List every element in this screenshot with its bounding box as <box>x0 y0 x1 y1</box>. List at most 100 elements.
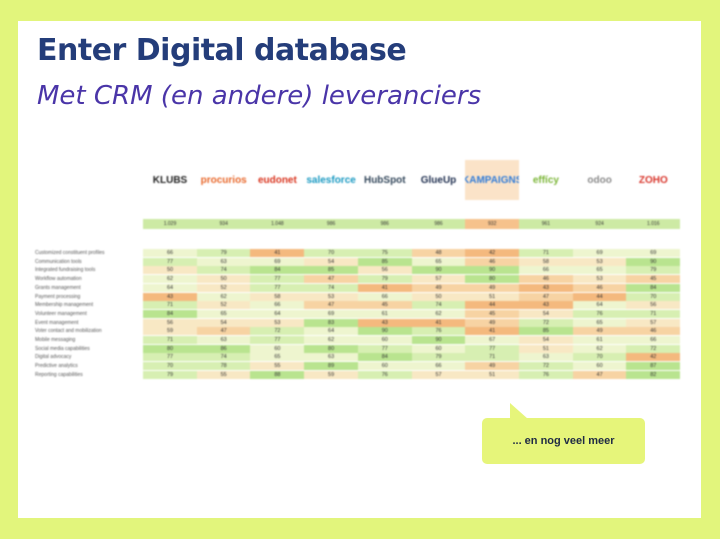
score-cell: 74 <box>196 353 251 362</box>
table-row: Grants management 64 52 77 74 41 49 49 43 46 84 <box>35 283 681 292</box>
score-cell: 79 <box>626 266 681 275</box>
page-title: Enter Digital database <box>37 33 407 68</box>
total-cell: 1.048 <box>250 219 305 229</box>
score-cell: 85 <box>304 266 359 275</box>
feature-label: Communication tools <box>35 258 82 265</box>
vendor-logo-eudonet: eudonet <box>257 174 297 186</box>
total-cell: 961 <box>518 219 573 229</box>
score-cell: 70 <box>304 249 359 257</box>
score-cell: 74 <box>304 283 359 292</box>
score-cell: 85 <box>357 257 412 266</box>
score-cell: 53 <box>572 275 627 284</box>
score-cell: 90 <box>357 327 412 336</box>
score-cell: 42 <box>626 353 681 362</box>
vendor-logo-procurios: procurios <box>200 174 247 186</box>
score-cell: 49 <box>572 327 627 336</box>
total-cell: 986 <box>357 219 412 229</box>
score-cell: 77 <box>250 336 305 344</box>
score-cell: 44 <box>572 292 627 301</box>
score-cell: 51 <box>518 344 573 353</box>
score-cell: 62 <box>196 292 251 301</box>
score-cell: 80 <box>465 275 520 284</box>
feature-label: Social media capabilities <box>35 345 90 352</box>
score-cell: 62 <box>572 344 627 353</box>
score-cell: 77 <box>250 283 305 292</box>
score-cell: 56 <box>357 266 412 275</box>
score-cell: 49 <box>465 362 520 371</box>
score-cell: 57 <box>626 318 681 327</box>
score-cell: 66 <box>357 292 412 301</box>
score-cell: 50 <box>196 275 251 284</box>
total-cell: 986 <box>411 219 466 229</box>
score-cell: 72 <box>250 327 305 336</box>
table-row: Payment processing 43 62 58 53 66 50 51 47 44 70 <box>35 292 681 301</box>
score-cell: 42 <box>465 249 520 257</box>
score-cell: 59 <box>143 327 197 336</box>
score-cell: 56 <box>626 301 681 310</box>
score-cell: 41 <box>411 318 466 327</box>
score-cell: 69 <box>572 249 627 257</box>
score-cell: 89 <box>304 362 359 371</box>
totals-row: 1.029 934 1.048 986 986 986 932 961 924 1.016 <box>35 219 681 229</box>
score-cell: 71 <box>518 249 573 257</box>
table-row: Digital advocacy 77 74 65 63 84 79 71 63 70 42 <box>35 353 681 362</box>
feature-label: Digital advocacy <box>35 354 72 361</box>
score-cell: 47 <box>304 301 359 310</box>
score-cell: 49 <box>411 283 466 292</box>
score-cell: 72 <box>518 318 573 327</box>
vendor-logo-hubspot: HubSpot <box>363 174 406 186</box>
score-cell: 76 <box>411 327 466 336</box>
score-cell: 71 <box>143 301 197 310</box>
score-cell: 90 <box>465 266 520 275</box>
score-cell: 56 <box>143 318 197 327</box>
score-cell: 70 <box>626 292 681 301</box>
feature-label: Payment processing <box>35 293 81 300</box>
score-cell: 47 <box>196 327 251 336</box>
score-cell: 84 <box>626 283 681 292</box>
score-cell: 60 <box>250 344 305 353</box>
score-cell: 54 <box>304 257 359 266</box>
feature-label: Event management <box>35 319 79 326</box>
total-cell: 934 <box>196 219 251 229</box>
score-cell: 46 <box>572 283 627 292</box>
score-cell: 60 <box>572 362 627 371</box>
score-cell: 88 <box>250 370 305 379</box>
score-cell: 45 <box>465 309 520 318</box>
score-cell: 64 <box>572 301 627 310</box>
score-cell: 80 <box>143 344 197 353</box>
score-cell: 45 <box>357 301 412 310</box>
score-cell: 55 <box>250 362 305 371</box>
score-cell: 85 <box>518 327 573 336</box>
feature-label: Mobile messaging <box>35 337 76 343</box>
table-row: Workflow automation 62 50 77 47 79 57 80 46 53 45 <box>35 275 681 284</box>
table-row: Integrated fundraising tools 50 74 84 85 56 90… <box>35 266 681 275</box>
score-cell: 50 <box>143 266 197 275</box>
score-cell: 52 <box>196 301 251 310</box>
score-cell: 47 <box>304 275 359 284</box>
vendor-logo-salesforce: salesforce <box>306 174 356 186</box>
score-cell: 71 <box>626 309 681 318</box>
score-cell: 71 <box>465 353 520 362</box>
score-cell: 66 <box>518 266 573 275</box>
score-cell: 54 <box>196 318 251 327</box>
score-cell: 60 <box>357 336 412 344</box>
score-cell: 50 <box>411 292 466 301</box>
table-row: Volunteer management 84 65 64 69 61 62 45 54 76 71 <box>35 309 681 318</box>
score-cell: 63 <box>196 257 251 266</box>
score-cell: 49 <box>465 318 520 327</box>
vendor-logo-eff-cy: effícy <box>532 174 559 186</box>
score-cell: 43 <box>518 301 573 310</box>
score-cell: 69 <box>626 249 681 257</box>
feature-label: Predictive analytics <box>35 363 78 370</box>
score-cell: 62 <box>304 336 359 344</box>
score-cell: 62 <box>143 275 197 284</box>
score-cell: 76 <box>357 370 412 379</box>
table-row: Mobile messaging 71 63 77 62 60 90 67 54 61 66 <box>35 336 681 344</box>
score-cell: 48 <box>411 249 466 257</box>
score-cell: 60 <box>411 344 466 353</box>
score-cell: 63 <box>304 353 359 362</box>
total-cell: 932 <box>465 219 520 229</box>
score-cell: 58 <box>250 292 305 301</box>
score-cell: 87 <box>626 362 681 371</box>
table-row: Voter contact and mobilization 59 47 72 64 90… <box>35 327 681 336</box>
